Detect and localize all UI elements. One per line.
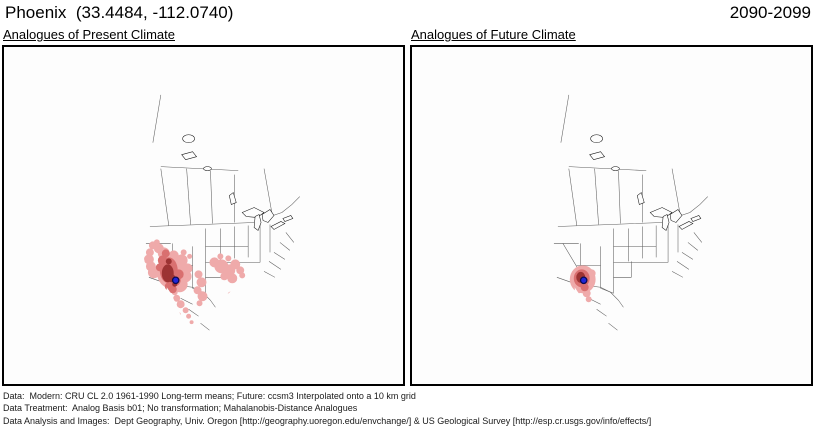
- footer-treatment-line: Data Treatment: Analog Basis b01; No tra…: [3, 403, 358, 414]
- panel-title-present: Analogues of Present Climate: [3, 27, 175, 42]
- period-label: 2090-2099: [729, 3, 811, 22]
- panel-present-climate: Analogues of Present Climate: [2, 27, 405, 386]
- phoenix-marker: [171, 276, 180, 285]
- panel-future-climate: Analogues of Future Climate: [410, 27, 813, 386]
- attribution-footer: Data: Modern: CRU CL 2.0 1961-1990 Long-…: [3, 390, 651, 427]
- map-box-present: [2, 45, 405, 386]
- map-box-future: [410, 45, 813, 386]
- map-present-climate: [4, 47, 403, 384]
- footer-credits-line: Data Analysis and Images: Dept Geography…: [3, 415, 652, 426]
- phoenix-marker: [579, 276, 588, 285]
- panel-title-future: Analogues of Future Climate: [411, 27, 576, 42]
- footer-data-line: Data: Modern: CRU CL 2.0 1961-1990 Long-…: [3, 391, 416, 401]
- analogue-regions-present: [143, 239, 246, 325]
- map-future-climate: [412, 47, 811, 384]
- page-title: Phoenix (33.4484, -112.0740): [5, 3, 234, 22]
